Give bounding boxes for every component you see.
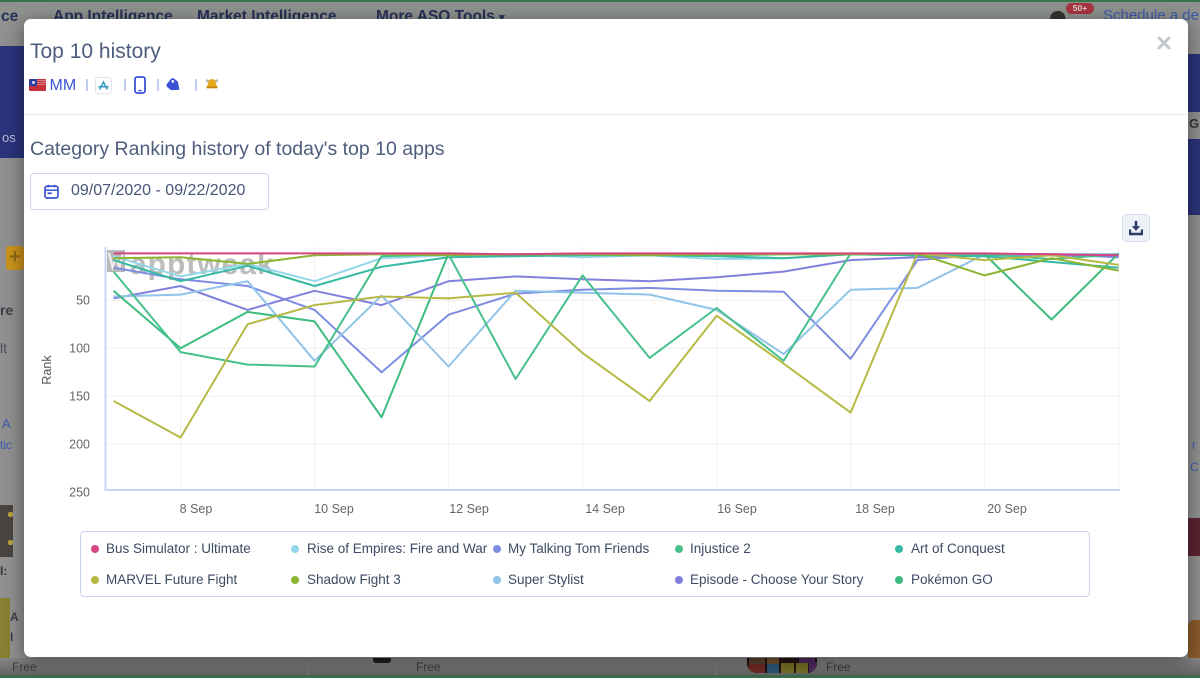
svg-text:14 Sep: 14 Sep <box>585 502 625 516</box>
svg-text:50: 50 <box>76 294 90 308</box>
svg-text:8 Sep: 8 Sep <box>180 502 213 516</box>
svg-text:10 Sep: 10 Sep <box>314 502 354 516</box>
svg-text:100: 100 <box>69 342 90 356</box>
svg-text:150: 150 <box>69 390 90 404</box>
svg-text:250: 250 <box>69 486 90 500</box>
svg-text:20 Sep: 20 Sep <box>987 502 1027 516</box>
svg-text:16 Sep: 16 Sep <box>717 502 757 516</box>
svg-text:18 Sep: 18 Sep <box>855 502 895 516</box>
svg-text:12 Sep: 12 Sep <box>449 502 489 516</box>
svg-text:200: 200 <box>69 438 90 452</box>
svg-text:Rank: Rank <box>40 355 54 385</box>
